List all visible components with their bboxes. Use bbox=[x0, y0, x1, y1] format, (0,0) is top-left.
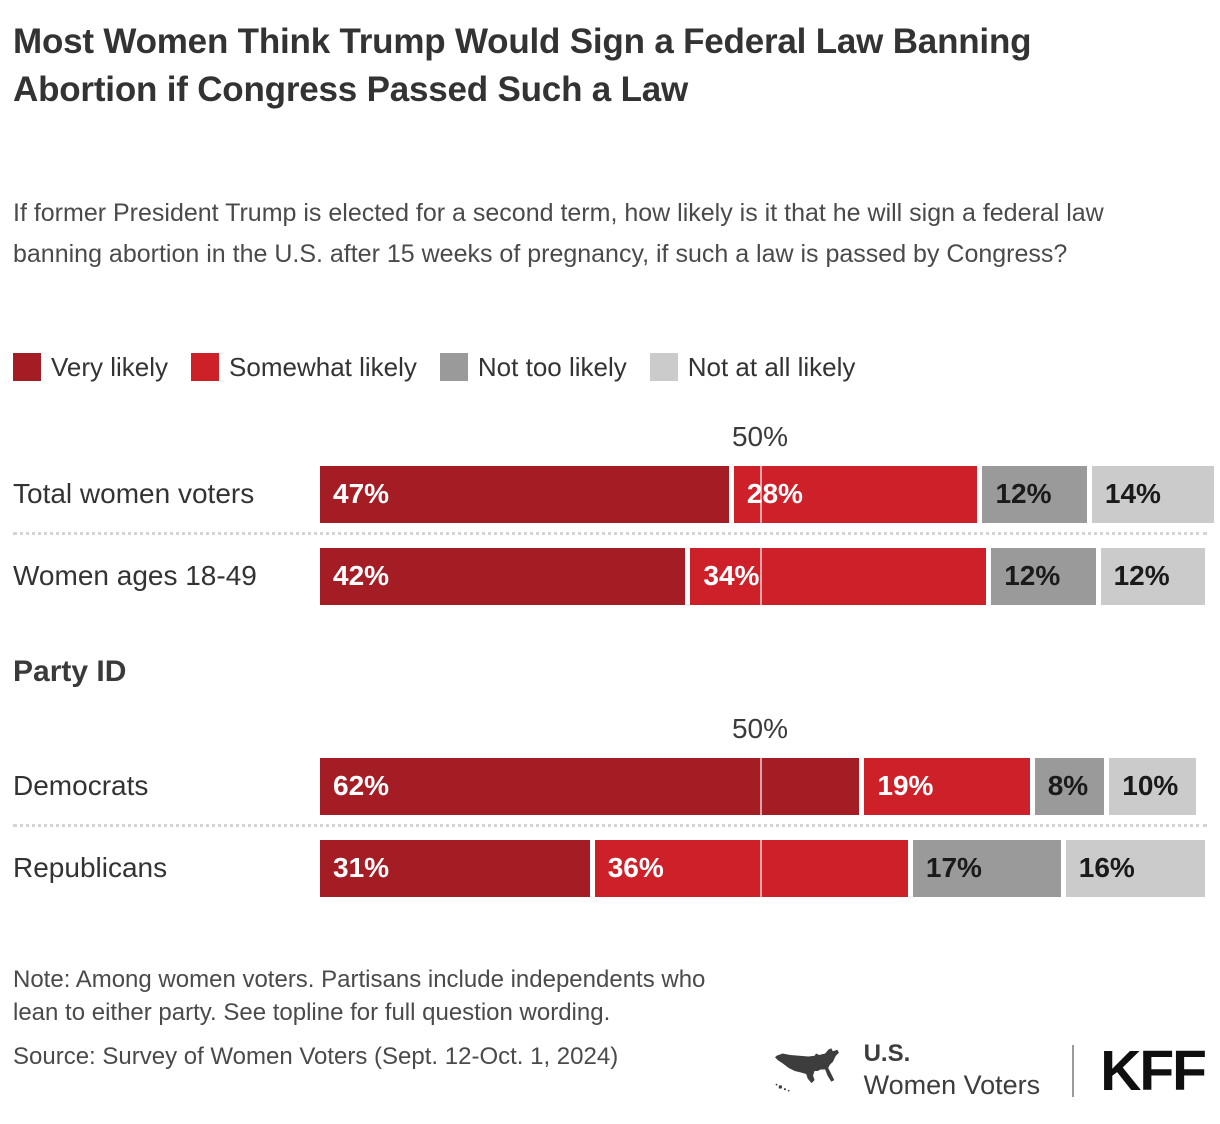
legend-label: Not too likely bbox=[477, 351, 627, 382]
bar-row: Women ages 18-49 42% 34% 12% 12% bbox=[13, 547, 1207, 605]
bar-segment: 12% bbox=[991, 547, 1096, 605]
us-map-icon bbox=[774, 1048, 839, 1092]
survey-question-text: If former President Trump is elected for… bbox=[13, 198, 1104, 269]
bar-segment: 28% bbox=[733, 465, 978, 523]
gridline-label-row: 50% bbox=[13, 713, 1207, 745]
bar-value-label: 62% bbox=[333, 770, 390, 802]
bar-value-label: 47% bbox=[333, 478, 390, 510]
bar-track: 31% 36% 17% 16% bbox=[320, 839, 1207, 897]
row-label: Democrats bbox=[13, 770, 149, 801]
source-text: Source: Survey of Women Voters (Sept. 12… bbox=[13, 1042, 619, 1070]
bar-value-label: 12% bbox=[1113, 560, 1170, 592]
fifty-percent-gridline bbox=[760, 465, 762, 523]
bar-segment: 31% bbox=[320, 839, 590, 897]
legend-item: Not at all likely bbox=[649, 351, 856, 383]
kff-logo: KFF bbox=[1100, 1038, 1207, 1103]
row-separator bbox=[13, 823, 1207, 827]
bar-value-label: 42% bbox=[333, 560, 390, 592]
bar-chart: 50% Total women voters 47% 28% 12% 14% Women a… bbox=[13, 421, 1214, 897]
legend-swatch bbox=[13, 353, 41, 382]
brand-footer: U.S. Women Voters KFF bbox=[772, 1038, 1207, 1103]
row-label: Women ages 18-49 bbox=[13, 560, 257, 591]
bar-segment: 47% bbox=[320, 465, 729, 523]
row-separator bbox=[13, 531, 1207, 535]
brand-region: U.S. bbox=[863, 1040, 911, 1067]
bar-value-label: 8% bbox=[1047, 770, 1089, 802]
bar-segment: 14% bbox=[1091, 465, 1214, 523]
bar-track: 42% 34% 12% 12% bbox=[320, 547, 1207, 605]
bar-row: Democrats 62% 19% 8% 10% bbox=[13, 757, 1207, 815]
legend-item: Very likely bbox=[13, 352, 168, 383]
bar-value-label: 34% bbox=[703, 560, 760, 592]
bar-value-label: 36% bbox=[607, 852, 664, 884]
legend-label: Somewhat likely bbox=[229, 351, 417, 382]
group-heading: Party ID bbox=[13, 654, 127, 688]
bar-segment: 12% bbox=[1100, 547, 1205, 605]
legend-item: Not too likely bbox=[439, 351, 627, 383]
brand-divider bbox=[1072, 1045, 1075, 1098]
bar-value-label: 28% bbox=[746, 478, 803, 510]
bar-segment: 42% bbox=[320, 547, 686, 605]
bar-segment: 8% bbox=[1034, 757, 1105, 815]
brand-text: U.S. Women Voters bbox=[864, 1040, 1041, 1103]
bar-segment: 16% bbox=[1065, 839, 1205, 897]
bar-value-label: 12% bbox=[995, 478, 1052, 510]
bar-segment: 10% bbox=[1109, 757, 1197, 815]
legend-swatch bbox=[649, 353, 678, 382]
bar-value-label: 12% bbox=[1004, 560, 1061, 592]
bar-value-label: 19% bbox=[877, 770, 934, 802]
legend: Very likely Somewhat likely Not too likely… bbox=[13, 352, 1207, 383]
bar-value-label: 10% bbox=[1122, 770, 1179, 802]
bar-value-label: 16% bbox=[1078, 852, 1135, 884]
bar-segment: 62% bbox=[320, 757, 860, 815]
legend-swatch bbox=[439, 353, 468, 382]
bar-value-label: 14% bbox=[1104, 478, 1161, 510]
bar-segment: 17% bbox=[912, 839, 1061, 897]
bar-segment: 19% bbox=[864, 757, 1030, 815]
gridline-label: 50% bbox=[731, 712, 789, 744]
row-label: Republicans bbox=[13, 852, 168, 883]
legend-label: Very likely bbox=[51, 351, 169, 382]
row-label: Total women voters bbox=[13, 478, 255, 509]
brand-audience: Women Voters bbox=[863, 1069, 1041, 1100]
page-title: Most Women Think Trump Would Sign a Fede… bbox=[13, 22, 1032, 110]
legend-item: Somewhat likely bbox=[191, 352, 417, 383]
bar-segment: 34% bbox=[690, 547, 987, 605]
note-text: Note: Among women voters. Partisans incl… bbox=[13, 965, 706, 1027]
bar-row: Total women voters 47% 28% 12% 14% bbox=[13, 465, 1214, 523]
bar-segment: 12% bbox=[982, 465, 1087, 523]
bar-track: 47% 28% 12% 14% bbox=[320, 465, 1214, 523]
gridline-label: 50% bbox=[731, 420, 789, 452]
fifty-percent-gridline bbox=[760, 757, 762, 815]
bar-row: Republicans 31% 36% 17% 16% bbox=[13, 839, 1207, 897]
bar-track: 62% 19% 8% 10% bbox=[320, 757, 1207, 815]
fifty-percent-gridline bbox=[760, 839, 762, 897]
bar-value-label: 17% bbox=[925, 852, 982, 884]
bar-segment: 36% bbox=[594, 839, 908, 897]
bar-value-label: 31% bbox=[333, 852, 390, 884]
gridline-label-row: 50% bbox=[13, 421, 1207, 453]
fifty-percent-gridline bbox=[760, 547, 762, 605]
legend-swatch bbox=[191, 353, 220, 382]
legend-label: Not at all likely bbox=[687, 351, 856, 382]
